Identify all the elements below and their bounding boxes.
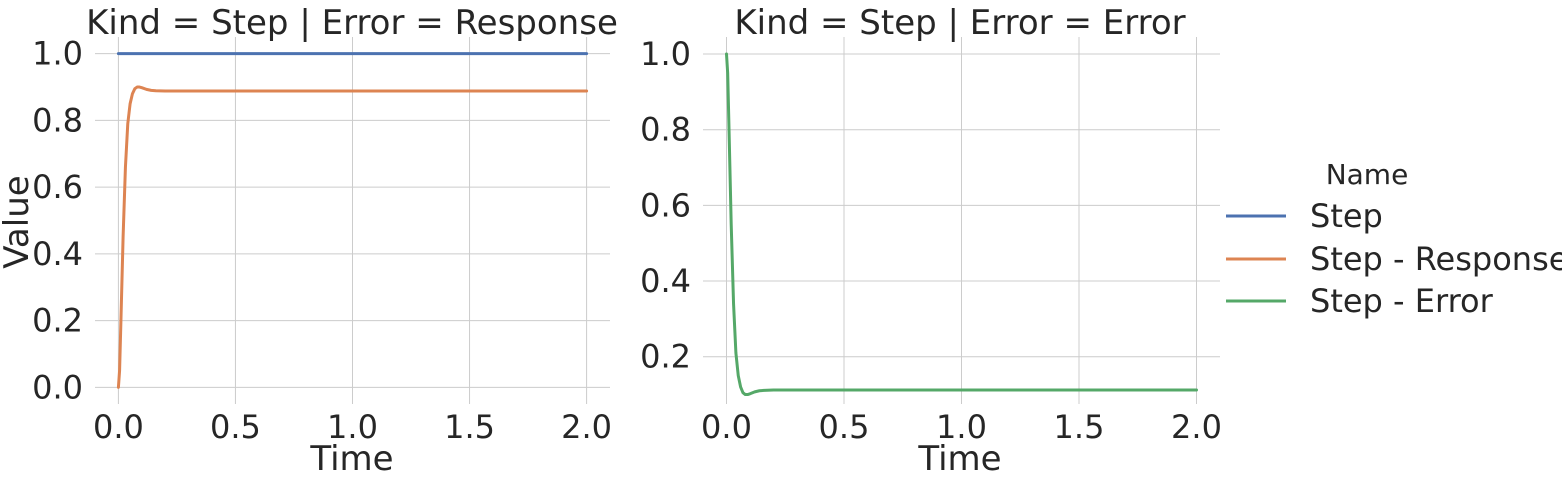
y-tick-label: 0.6 (32, 168, 83, 206)
legend-entry-step-error: Step - Error (1310, 282, 1494, 320)
x-tick-label: 0.5 (210, 408, 261, 446)
panel-error: Kind = Step | Error = Error 0.0 0.5 1.0 1.5… (640, 3, 1222, 479)
x-tick-label: 2.0 (561, 408, 612, 446)
y-tick-label: 1.0 (640, 35, 691, 73)
y-tick-label: 0.8 (640, 111, 691, 149)
grid-error (703, 37, 1220, 404)
y-tick-label: 0.6 (640, 186, 691, 224)
panel-title-response: Kind = Step | Error = Response (86, 3, 618, 43)
y-tick-label: 0.0 (32, 368, 83, 406)
series-line-step-response (116, 85, 589, 389)
series-response (116, 52, 589, 389)
x-tick-label: 2.0 (1171, 408, 1222, 446)
series-error (725, 52, 1198, 397)
x-tick-label: 1.0 (936, 408, 987, 446)
x-tick-label: 1.5 (444, 408, 495, 446)
y-axis-label: Value (0, 175, 37, 268)
x-tick-label: 1.0 (327, 408, 378, 446)
legend-title-visible: Name (1326, 158, 1409, 191)
y-ticks-response: 0.0 0.2 0.4 0.6 0.8 1.0 (32, 35, 83, 407)
legend: Name Name Step Step - Response Step - Er… (1226, 158, 1562, 320)
legend-entry-step: Step (1310, 197, 1383, 235)
y-tick-label: 0.4 (640, 262, 691, 300)
x-axis-label-response: Time (309, 439, 393, 479)
x-tick-label: 1.5 (1054, 408, 1105, 446)
y-tick-label: 0.2 (640, 338, 691, 376)
series-line-step-error (725, 52, 1198, 397)
panel-response: Kind = Step | Error = Response 0.0 0.5 1.0… (0, 3, 618, 479)
x-tick-label: 0.0 (701, 408, 752, 446)
y-tick-label: 1.0 (32, 35, 83, 73)
x-tick-label: 0.0 (93, 408, 144, 446)
x-ticks-error: 0.0 0.5 1.0 1.5 2.0 (701, 408, 1222, 446)
y-ticks-error: 0.2 0.4 0.6 0.8 1.0 (640, 35, 691, 376)
y-tick-label: 0.2 (32, 302, 83, 340)
legend-entry-step-response: Step - Response (1310, 240, 1562, 278)
x-ticks-response: 0.0 0.5 1.0 1.5 2.0 (93, 408, 612, 446)
x-tick-label: 0.5 (819, 408, 870, 446)
y-tick-label: 0.8 (32, 101, 83, 139)
y-tick-label: 0.4 (32, 235, 83, 273)
panel-title-error: Kind = Step | Error = Error (734, 3, 1185, 43)
x-axis-label-error: Time (917, 439, 1001, 479)
